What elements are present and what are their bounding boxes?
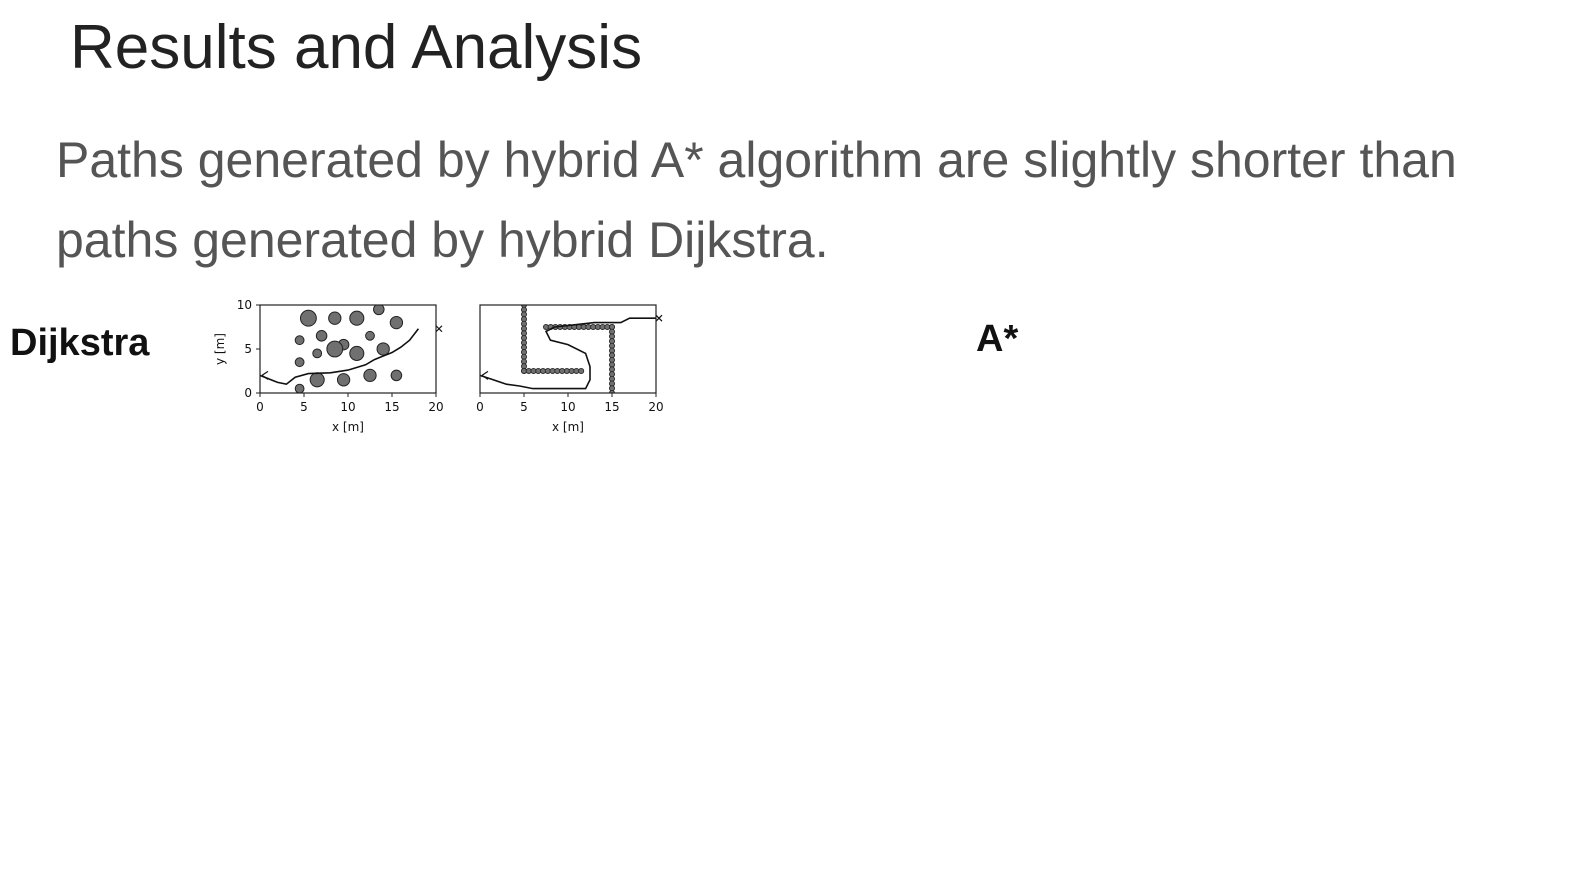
obstacle-circle [294, 383, 305, 393]
x-tick-label: 5 [520, 400, 528, 414]
x-axis-label: x [m] [552, 420, 584, 434]
obstacle-circle [363, 368, 377, 383]
x-tick-label: 20 [648, 400, 663, 414]
obstacle-circle [365, 330, 375, 341]
x-tick-label: 15 [604, 400, 619, 414]
x-tick-label: 5 [300, 400, 308, 414]
map-panel: 0 5 10 15 20 x [m] [476, 304, 664, 434]
obstacle-circle [336, 373, 351, 387]
y-tick-label: 10 [237, 298, 252, 312]
slide-title: Results and Analysis [70, 13, 643, 82]
y-tick-label: 5 [244, 342, 252, 356]
obstacle-circle [349, 345, 365, 361]
astar-label: A* [976, 318, 1019, 360]
obstacle-circle [349, 310, 365, 326]
wall-obstacle [578, 368, 585, 375]
goal-marker [655, 314, 663, 322]
map-panel: 0 5 10 y [m] 0 5 10 15 20 x [m] [213, 298, 444, 434]
dijkstra-figure: 0 5 10 y [m] 0 5 10 15 20 x [m] 0 5 10 15 20 x [m] [213, 298, 664, 434]
obstacle-circle [376, 342, 390, 356]
vehicle-path [260, 328, 420, 386]
start-marker [261, 370, 269, 380]
wall-obstacle [609, 390, 615, 393]
obstacle-circle [328, 311, 342, 325]
dijkstra-label: Dijkstra [10, 322, 150, 364]
y-tick-label: 0 [244, 386, 252, 400]
x-tick-label: 0 [256, 400, 264, 414]
obstacle-circle [309, 372, 325, 388]
astar-figure [1050, 295, 1550, 865]
obstacle-circle [315, 330, 328, 342]
y-axis-label: y [m] [213, 333, 227, 365]
start-marker [481, 370, 489, 380]
obstacle-circle [299, 309, 317, 327]
obstacle-circle [294, 335, 305, 346]
goal-marker [435, 325, 443, 333]
x-tick-label: 0 [476, 400, 484, 414]
x-tick-label: 10 [340, 400, 355, 414]
obstacle-circle [294, 357, 305, 368]
obstacle-circle [373, 305, 385, 316]
x-tick-label: 10 [560, 400, 575, 414]
x-tick-label: 15 [384, 400, 399, 414]
obstacle-circle [390, 369, 403, 382]
obstacle-circle [326, 340, 344, 358]
slide-subtitle: Paths generated by hybrid A* algorithm a… [56, 132, 1457, 268]
x-tick-label: 20 [428, 400, 443, 414]
obstacle-circle [389, 315, 404, 330]
vehicle-path [480, 317, 656, 390]
x-axis-label: x [m] [332, 420, 364, 434]
obstacle-circle [312, 348, 323, 359]
